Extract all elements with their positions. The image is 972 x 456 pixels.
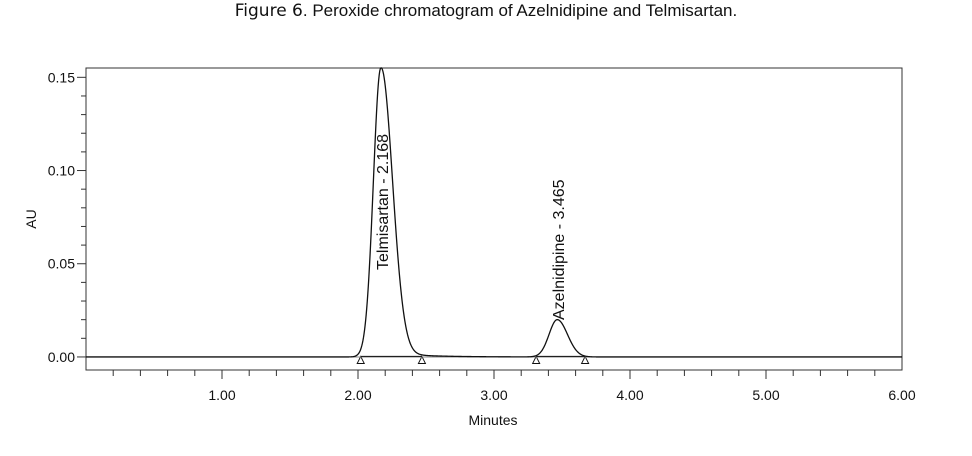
figure-label: Figure 6 xyxy=(234,1,303,21)
x-tick-label: 1.00 xyxy=(208,387,235,403)
x-tick-label: 5.00 xyxy=(752,387,779,403)
integration-marker xyxy=(580,355,590,364)
x-tick-label: 3.00 xyxy=(480,387,507,403)
y-tick-label: 0.15 xyxy=(48,69,75,85)
peak-label: Azelnidipine - 3.465 xyxy=(551,179,568,320)
axes xyxy=(85,67,903,371)
integration-markers xyxy=(356,355,590,364)
chromatogram-trace xyxy=(86,67,902,358)
y-tick-label: 0.05 xyxy=(48,256,75,272)
x-tick-label: 4.00 xyxy=(616,387,643,403)
integration-marker xyxy=(356,355,366,364)
integration-marker xyxy=(417,355,427,364)
figure-caption: Figure 6. Peroxide chromatogram of Azeln… xyxy=(0,0,972,22)
plot-frame xyxy=(85,67,903,371)
y-tick-label: 0.10 xyxy=(48,163,75,179)
tick-labels: 1.00 2.00 3.00 4.00 5.00 6.00 0.00 0.05 0.10 0.15 xyxy=(48,69,916,403)
figure-caption-text: . Peroxide chromatogram of Azelnidipine … xyxy=(302,1,738,20)
series-layer xyxy=(86,67,902,358)
peak-label: Telmisartan - 2.168 xyxy=(375,134,392,270)
integration-marker xyxy=(531,355,541,364)
peak-annotations: Telmisartan - 2.168 Azelnidipine - 3.465 xyxy=(375,134,568,320)
y-axis-label: AU xyxy=(23,209,39,228)
y-tick-label: 0.00 xyxy=(48,349,75,365)
tick-marks xyxy=(77,76,876,379)
x-tick-label: 2.00 xyxy=(344,387,371,403)
x-axis-label: Minutes xyxy=(468,412,517,428)
x-tick-label: 6.00 xyxy=(888,387,915,403)
